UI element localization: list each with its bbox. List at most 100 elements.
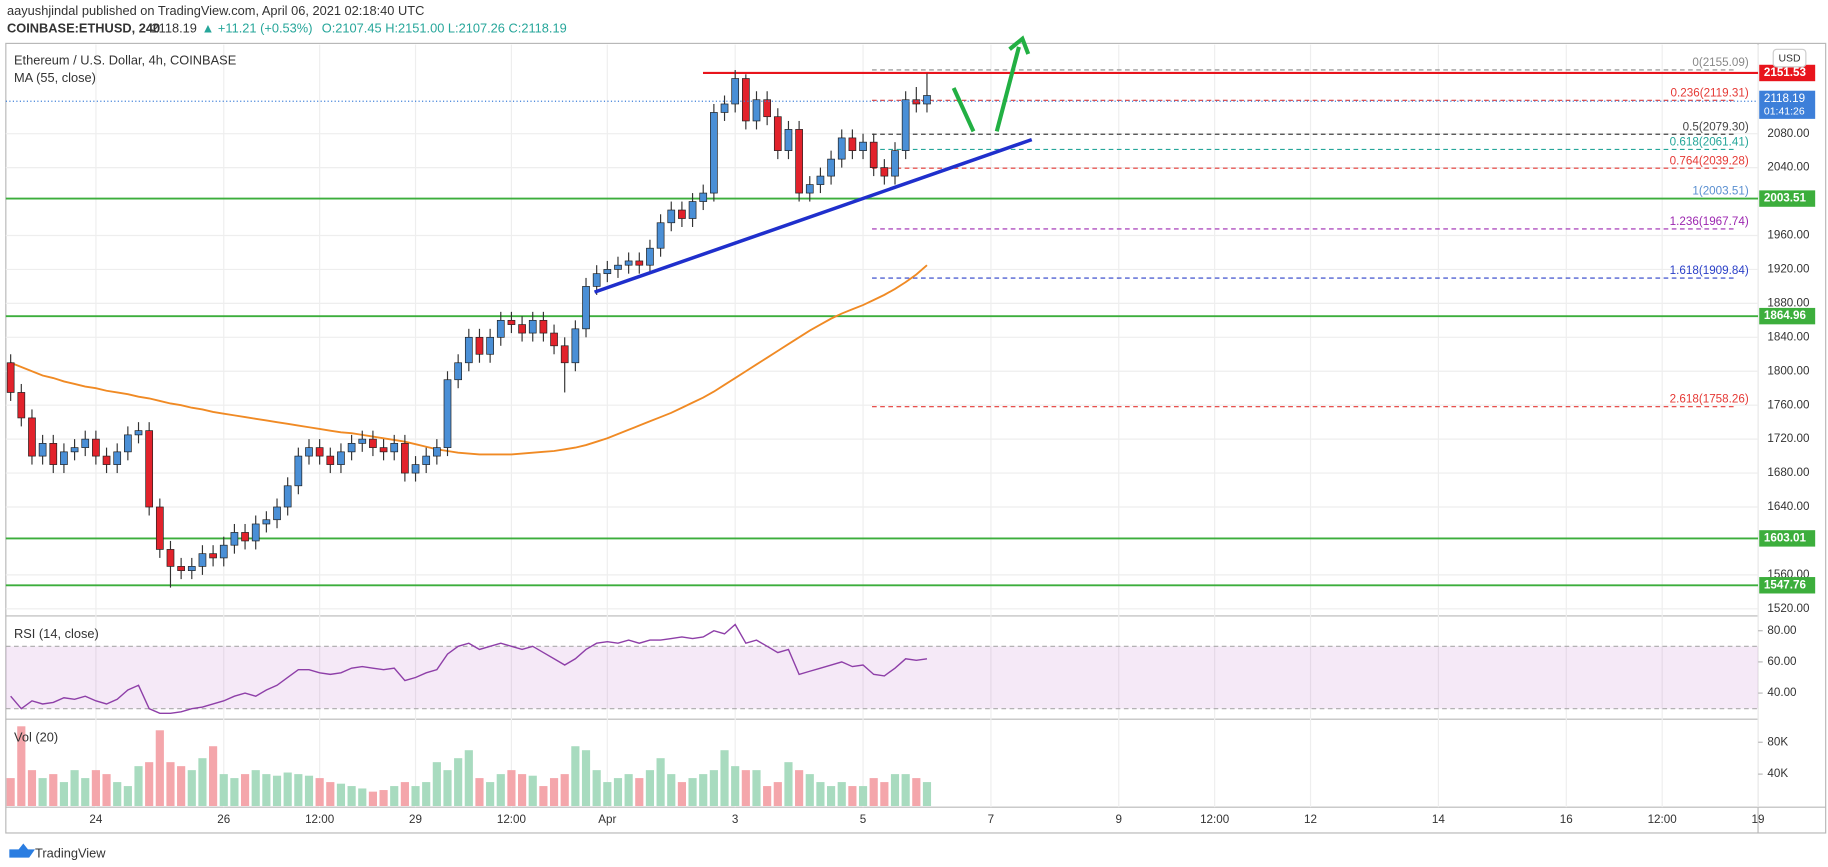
- volume-bar: [560, 774, 569, 806]
- candle-body: [475, 336, 484, 355]
- volume-bar: [549, 778, 559, 806]
- candle-body: [283, 485, 292, 508]
- candle-body: [614, 264, 622, 270]
- candle-body: [273, 506, 281, 521]
- frame: [5, 42, 1827, 834]
- candle-body: [443, 379, 452, 448]
- candle-body: [369, 438, 377, 448]
- candle-body: [741, 78, 750, 122]
- level-tag: [1759, 307, 1816, 325]
- x-tick-label: 7: [988, 813, 994, 826]
- volume-bar: [102, 774, 111, 806]
- fib-label: 2.618(1758.26): [1670, 393, 1749, 406]
- volume-bar: [400, 782, 409, 806]
- volume-bar: [390, 786, 399, 806]
- volume-bar: [645, 770, 655, 806]
- volume-bar: [411, 786, 420, 806]
- candle-body: [923, 95, 931, 105]
- level-label: 2151.53: [1764, 66, 1807, 79]
- candle-body: [678, 209, 686, 219]
- change: ▲ +11.21 (+0.53%): [202, 21, 313, 36]
- volume-bar: [731, 766, 740, 806]
- brand: TradingView: [35, 845, 106, 860]
- drawings: [593, 35, 1033, 294]
- candle-body: [166, 549, 175, 567]
- candle-body: [869, 141, 878, 168]
- volume-bar: [347, 786, 356, 806]
- x-tick-label: 12: [1304, 813, 1317, 826]
- candle-body: [17, 392, 26, 419]
- main-title: Ethereum / U.S. Dollar, 4h, COINBASE: [14, 52, 237, 67]
- last-price: 2118.19: [152, 21, 197, 36]
- candle-body: [486, 336, 494, 355]
- volume-bar: [699, 774, 708, 806]
- level-label: 1603.01: [1764, 531, 1807, 544]
- candle-body: [848, 137, 857, 151]
- candle-body: [155, 506, 164, 550]
- volume-bar: [635, 778, 644, 806]
- volume-bar: [539, 786, 548, 806]
- fib-label: 0.618(2061.41): [1670, 135, 1749, 148]
- rsi-band: [5, 646, 1759, 709]
- candle-body: [699, 192, 708, 202]
- volume-bar: [603, 782, 612, 806]
- volume-bar: [38, 778, 47, 806]
- y-tick-label: 80K: [1767, 735, 1788, 748]
- volume-bar: [326, 782, 335, 806]
- volume-bar: [848, 786, 857, 806]
- y-tick-label: 1920.00: [1767, 263, 1810, 276]
- countdown: 01:41:26: [1764, 106, 1805, 118]
- volume-bar: [795, 770, 804, 806]
- volume-bar: [422, 782, 431, 806]
- candle-body: [507, 319, 516, 325]
- candle-body: [571, 328, 580, 364]
- fib-label: 0.236(2119.31): [1671, 86, 1749, 99]
- level-tag: [1759, 190, 1816, 207]
- volume-bar: [496, 774, 505, 806]
- candle-body: [859, 141, 867, 151]
- candle-body: [326, 455, 335, 465]
- candle-body: [454, 362, 463, 381]
- candle-body: [560, 345, 569, 364]
- x-tick-label: 5: [860, 813, 867, 826]
- ma-line: [10, 264, 928, 456]
- candle-body: [411, 464, 420, 474]
- volume-bar: [70, 770, 79, 806]
- volume-bar: [528, 775, 537, 806]
- candle-body: [582, 286, 590, 330]
- x-tick-label: 12:00: [497, 813, 527, 826]
- candle-body: [347, 443, 356, 453]
- candle-body: [624, 260, 633, 266]
- volume-bar: [784, 762, 793, 806]
- candle-body: [603, 269, 612, 275]
- arrow-up: [994, 35, 1031, 132]
- price-tag: [1759, 90, 1816, 119]
- volume-bar: [677, 782, 686, 806]
- x-tick-label: 19: [1752, 813, 1765, 826]
- candle-body: [315, 447, 324, 457]
- candle-body: [337, 451, 345, 465]
- currency-box: [1772, 48, 1807, 68]
- volume-bar: [656, 758, 665, 806]
- candle-body: [763, 99, 771, 118]
- volume-bar: [773, 782, 782, 806]
- volume-bar: [763, 786, 772, 806]
- candle-body: [209, 553, 217, 559]
- volume-bar: [209, 746, 218, 806]
- y-tick-label: 1720.00: [1767, 432, 1810, 445]
- candle-body: [262, 519, 271, 525]
- price-label: 2118.19: [1764, 92, 1805, 105]
- volume-bar: [336, 783, 346, 806]
- volume-bar: [912, 778, 921, 806]
- candle-body: [6, 362, 15, 393]
- x-tick-label: Apr: [598, 813, 616, 826]
- volume-bar: [113, 782, 122, 806]
- x-tick-label: 14: [1432, 813, 1445, 826]
- y-tick-label: 1880.00: [1767, 296, 1810, 309]
- x-tick-label: 12:00: [1648, 813, 1678, 826]
- volume-bar: [81, 778, 90, 806]
- candle-body: [294, 455, 303, 487]
- volume-bar: [230, 778, 239, 806]
